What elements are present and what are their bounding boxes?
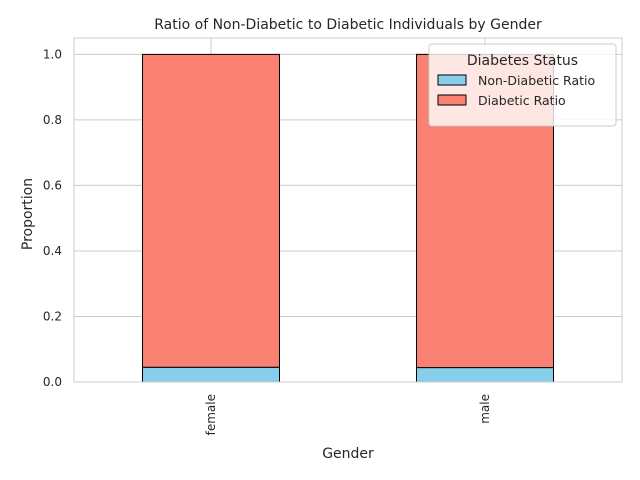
- plot-frame: [73, 37, 623, 383]
- y-tick-label: 0.0: [43, 375, 62, 389]
- x-tick-label: male: [478, 394, 492, 424]
- legend-swatch: [437, 74, 467, 86]
- legend: Diabetes Status Non-Diabetic Ratio Diabet…: [428, 43, 617, 127]
- y-tick-label: 0.8: [43, 113, 62, 127]
- x-tick-label: female: [204, 394, 218, 435]
- bar-female-non-diabetic: [142, 366, 280, 383]
- legend-title: Diabetes Status: [467, 53, 578, 69]
- y-tick-label: 0.4: [43, 244, 62, 258]
- legend-box: [428, 43, 617, 127]
- x-axis-label: Gender: [322, 446, 374, 462]
- bar-female-diabetic: [142, 53, 280, 368]
- y-tick-labels: 0.0 0.2 0.4 0.6 0.8 1.0: [43, 47, 62, 389]
- legend-entries: Non-Diabetic Ratio Diabetic Ratio: [437, 73, 595, 108]
- y-tick-label: 0.6: [43, 178, 62, 192]
- legend-label: Diabetic Ratio: [478, 93, 566, 108]
- bar-male-non-diabetic: [416, 367, 554, 383]
- y-tick-label: 0.2: [43, 309, 62, 323]
- bars: [142, 53, 554, 383]
- legend-label: Non-Diabetic Ratio: [478, 73, 595, 88]
- x-tick-labels: female male: [204, 394, 492, 435]
- y-axis-label: Proportion: [20, 178, 36, 250]
- chart-title: Ratio of Non-Diabetic to Diabetic Indivi…: [154, 17, 542, 33]
- y-tick-label: 1.0: [43, 47, 62, 61]
- legend-swatch: [437, 94, 467, 106]
